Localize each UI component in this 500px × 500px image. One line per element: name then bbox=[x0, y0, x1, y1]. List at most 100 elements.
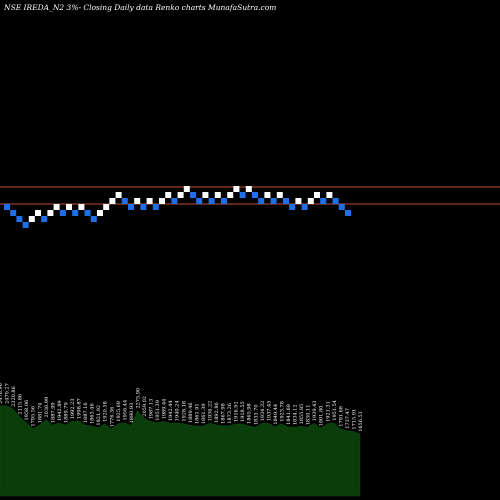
renko-brick-up bbox=[326, 192, 333, 198]
volume-label: 1934.32 bbox=[260, 401, 266, 422]
renko-brick-down bbox=[171, 198, 178, 204]
renko-brick-up bbox=[66, 204, 72, 210]
renko-brick-down bbox=[190, 192, 196, 198]
volume-label: 1881.74 bbox=[37, 403, 43, 424]
renko-brick-up bbox=[177, 192, 184, 198]
renko-brick-up bbox=[53, 204, 60, 210]
volume-label: 1937.45 bbox=[266, 401, 272, 422]
renko-brick-down bbox=[338, 204, 345, 210]
volume-label: 1867.98 bbox=[221, 403, 227, 424]
renko-brick-down bbox=[301, 204, 308, 210]
volume-label: 1936.22 bbox=[207, 401, 213, 422]
volume-label: 2470.27 bbox=[5, 383, 11, 404]
renko-brick-up bbox=[47, 210, 54, 216]
renko-bricks bbox=[4, 186, 351, 228]
volume-label: 1923.78 bbox=[279, 401, 285, 422]
renko-brick-down bbox=[345, 210, 351, 216]
renko-brick-up bbox=[314, 192, 320, 198]
renko-brick-down bbox=[239, 192, 246, 198]
volume-label: 2036.99 bbox=[44, 397, 50, 418]
renko-brick-up bbox=[183, 186, 190, 192]
renko-brick-down bbox=[320, 198, 327, 204]
renko-brick-down bbox=[72, 210, 79, 216]
renko-brick-down bbox=[10, 210, 17, 216]
volume-label: 1834.12 bbox=[293, 404, 299, 425]
volume-label: 1887.99 bbox=[50, 402, 56, 423]
renko-brick-down bbox=[90, 216, 97, 222]
renko-brick-down bbox=[22, 222, 29, 228]
renko-brick-up bbox=[227, 192, 234, 198]
volume-label: 1889.46 bbox=[188, 402, 194, 423]
renko-brick-down bbox=[252, 192, 258, 198]
renko-brick-up bbox=[245, 186, 252, 192]
volume-label: 1925.69 bbox=[116, 401, 122, 422]
renko-brick-down bbox=[152, 204, 159, 210]
volume-label: 1920.58 bbox=[103, 401, 109, 422]
renko-brick-up bbox=[35, 210, 41, 216]
renko-brick-up bbox=[146, 198, 153, 204]
volume-label: 1849.44 bbox=[273, 404, 279, 425]
volume-label: 1715.91 bbox=[351, 409, 357, 430]
volume-label: 1951.54 bbox=[332, 400, 338, 421]
renko-brick-down bbox=[59, 210, 66, 216]
renko-brick-up bbox=[214, 192, 221, 198]
renko-brick-down bbox=[283, 198, 289, 204]
chart-title: NSE IREDA_N2 3%- Closing Daily data Renk… bbox=[3, 3, 276, 12]
renko-brick-down bbox=[258, 198, 265, 204]
volume-label: 1939.43 bbox=[312, 401, 318, 422]
volume-panel: 2476.96 2470.27 2320.86 2115.86 1958.06 1795.… bbox=[0, 383, 364, 497]
volume-label: 1861.91 bbox=[194, 403, 200, 424]
volume-label: 1992.23 bbox=[70, 399, 76, 420]
volume-label: 2320.86 bbox=[11, 386, 17, 407]
volume-label: 1873.26 bbox=[227, 403, 233, 424]
volume-label: 1821.92 bbox=[96, 405, 102, 426]
renko-brick-down bbox=[221, 198, 227, 204]
renko-brick-down bbox=[196, 198, 203, 204]
volume-label: 1958.06 bbox=[24, 400, 30, 421]
volume-label: 1916.91 bbox=[234, 401, 240, 422]
renko-brick-up bbox=[295, 198, 302, 204]
renko-brick-down bbox=[332, 198, 339, 204]
renko-brick-up bbox=[264, 192, 271, 198]
renko-brick-up bbox=[103, 204, 110, 210]
volume-label: 2476.96 bbox=[0, 383, 4, 404]
volume-label: 1861.39 bbox=[201, 403, 207, 424]
volume-label: 1776.36 bbox=[109, 407, 115, 428]
renko-brick-up bbox=[97, 210, 103, 216]
renko-brick-up bbox=[28, 216, 35, 222]
renko-brick-down bbox=[208, 198, 215, 204]
volume-label: 1795.56 bbox=[31, 406, 37, 427]
renko-brick-up bbox=[115, 192, 122, 198]
volume-label: 1737.47 bbox=[345, 408, 351, 429]
renko-brick-up bbox=[159, 198, 165, 204]
renko-brick-up bbox=[78, 204, 85, 210]
volume-label: 1830.11 bbox=[306, 405, 312, 426]
renko-brick-down bbox=[121, 198, 128, 204]
volume-label: 1887.16 bbox=[83, 402, 89, 423]
renko-brick-up bbox=[202, 192, 209, 198]
volume-label: 2115.86 bbox=[18, 394, 24, 415]
volume-label: 1865.98 bbox=[247, 403, 253, 424]
volume-label: 1918.55 bbox=[240, 401, 246, 422]
volume-area-fill bbox=[0, 405, 361, 497]
renko-brick-down bbox=[289, 204, 296, 210]
volume-label: 1942.44 bbox=[168, 400, 174, 421]
renko-brick-down bbox=[140, 204, 147, 210]
renko-brick-down bbox=[84, 210, 91, 216]
volume-label: 1951.39 bbox=[155, 400, 161, 421]
renko-brick-up bbox=[165, 192, 172, 198]
volume-label: 1855.85 bbox=[299, 404, 305, 425]
volume-label: 1833.70 bbox=[253, 404, 259, 425]
volume-label: 1998.87 bbox=[77, 398, 83, 419]
volume-label: 1863.46 bbox=[90, 403, 96, 424]
renko-brick-down bbox=[41, 216, 48, 222]
volume-label: 1801.80 bbox=[319, 406, 325, 427]
renko-brick-up bbox=[109, 198, 116, 204]
volume-label: 1892.86 bbox=[214, 402, 220, 423]
volume-label: 1942.89 bbox=[57, 400, 63, 421]
volume-label: 1656.51 bbox=[358, 411, 364, 432]
volume-label: 1956.44 bbox=[122, 400, 128, 421]
renko-brick-down bbox=[16, 216, 23, 222]
